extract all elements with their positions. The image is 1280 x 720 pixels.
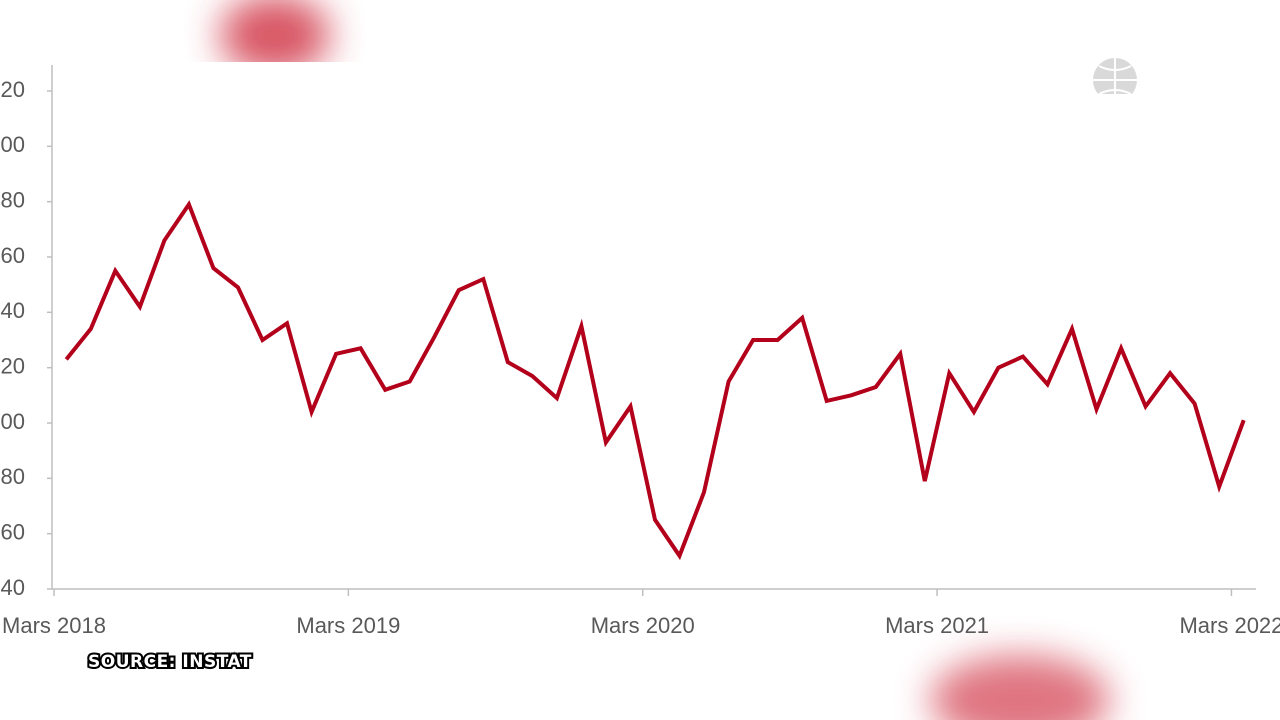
y-tick-label: 80: [1, 464, 25, 489]
globe-icon: [1091, 58, 1139, 106]
y-tick-label: 220: [0, 77, 25, 102]
y-tick-label: 60: [1, 519, 25, 544]
x-tick-label: Mars 2021: [885, 613, 989, 638]
x-tick-label: Mars 2018: [2, 613, 106, 638]
x-tick-label: Mars 2019: [296, 613, 400, 638]
y-tick-label: 40: [1, 575, 25, 600]
y-tick-label: 120: [0, 353, 25, 378]
y-tick-label: 160: [0, 243, 25, 268]
line-series: [64, 200, 1246, 561]
y-tick-label: 180: [0, 187, 25, 212]
x-tick-label: Mars 2020: [591, 613, 695, 638]
y-tick-label: 200: [0, 132, 25, 157]
x-tick-label: Mars 2022: [1179, 613, 1280, 638]
source: SOURCE: INSTAT: [88, 652, 252, 672]
y-tick-label: 100: [0, 409, 25, 434]
y-tick-label: 140: [0, 298, 25, 323]
